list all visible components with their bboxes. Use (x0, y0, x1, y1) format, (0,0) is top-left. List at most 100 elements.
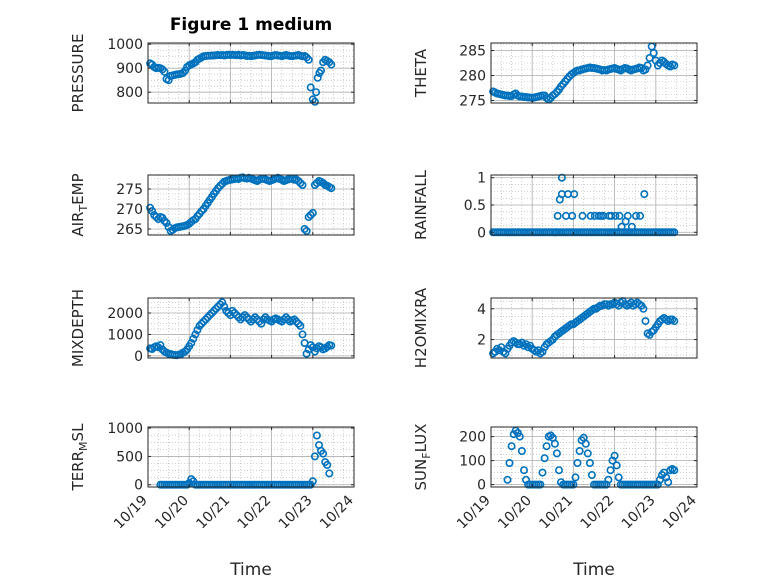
axes-box-terr_msl (147, 426, 355, 488)
data-point (212, 304, 221, 313)
data-point (310, 181, 319, 190)
data-point (670, 61, 679, 70)
tick-marks-pressure (147, 43, 355, 103)
panel-rainfall: 0 0.5 1 RAINFALL (412, 169, 698, 241)
data-point (604, 475, 613, 484)
y-axis-label-mixdepth: MIXDEPTH (69, 289, 87, 367)
y-axis-label-terr_msl: TERRMSL (69, 423, 90, 492)
axes-box-h2omixra (490, 297, 698, 359)
data-point (164, 76, 173, 85)
series-mixdepth (146, 298, 336, 360)
y-axis-label-air_temp: AIRTEMP (69, 173, 90, 236)
data-point (306, 211, 315, 220)
y-tick-label: 900 (116, 61, 143, 77)
data-point (503, 475, 512, 484)
data-point (585, 458, 594, 467)
data-point (664, 478, 673, 487)
data-point (649, 48, 658, 57)
data-point (586, 211, 595, 220)
data-point (298, 181, 307, 190)
tick-marks-h2omixra (490, 298, 698, 358)
data-point (640, 190, 649, 199)
data-point (612, 461, 621, 470)
data-point (670, 317, 679, 326)
data-point (607, 211, 616, 220)
axes-box-pressure (147, 42, 355, 104)
y-tick-label: 0 (134, 349, 143, 365)
data-point (319, 449, 328, 458)
data-point (623, 211, 632, 220)
series-terr_msl (156, 431, 334, 489)
data-point (189, 334, 198, 343)
y-tick-label: 1000 (107, 421, 143, 437)
x-tick-label: 10/23 (276, 493, 316, 533)
y-tick-label: 0.5 (464, 198, 486, 214)
y-tick-label: 2000 (107, 306, 143, 322)
y-tick-label: 200 (459, 430, 486, 446)
data-point (505, 458, 514, 467)
data-point (610, 451, 619, 460)
data-point (207, 308, 216, 317)
data-point (162, 219, 171, 228)
data-point (581, 439, 590, 448)
data-point (641, 65, 650, 74)
data-point (325, 469, 334, 478)
data-point (257, 319, 266, 328)
data-point (197, 207, 206, 216)
data-point (292, 317, 301, 326)
data-point (542, 442, 551, 451)
panel-terr_msl: 0 500 1000 10/19 10/20 10/21 10/22 10/23 10/24 TE… (69, 421, 357, 532)
data-point (670, 466, 679, 475)
x-tick-label: 10/24 (317, 492, 357, 532)
y-tick-label: 270 (116, 202, 143, 218)
x-tick-label: 10/21 (193, 493, 233, 533)
data-point (240, 311, 249, 320)
data-point (540, 454, 549, 463)
y-axis-label-sun_flux: SUNFLUX (412, 424, 433, 491)
data-point (154, 343, 163, 352)
data-point (570, 190, 579, 199)
data-point (606, 466, 615, 475)
data-point (327, 341, 336, 350)
y-axis-label-h2omixra: H2OMIXRA (412, 287, 430, 368)
data-point (627, 222, 636, 231)
y-tick-label: 500 (116, 449, 143, 465)
data-point (199, 317, 208, 326)
tick-marks-rainfall (490, 175, 698, 235)
data-point (323, 460, 332, 469)
y-axis-label-pressure: PRESSURE (69, 34, 87, 113)
figure-title: Figure 1 medium (170, 15, 332, 35)
data-point (615, 211, 624, 220)
data-point (316, 66, 325, 75)
data-point (216, 300, 225, 309)
data-point (304, 213, 313, 222)
data-point (205, 311, 214, 320)
x-tick-label: 10/23 (619, 493, 659, 533)
y-tick-label: 1000 (107, 37, 143, 53)
data-point (550, 439, 559, 448)
data-point (251, 313, 260, 322)
data-point (568, 211, 577, 220)
data-point (148, 207, 157, 216)
y-tick-label: 280 (459, 69, 486, 85)
major-grid-rainfall (490, 175, 698, 235)
tick-marks-theta (490, 43, 698, 103)
panel-pressure: 800 900 1000 PRESSURE (69, 34, 355, 113)
data-point (553, 211, 562, 220)
data-point (569, 480, 578, 489)
data-point (216, 181, 225, 190)
data-point (302, 227, 311, 236)
data-point (312, 431, 321, 440)
axes-box-theta (490, 42, 698, 104)
data-point (666, 62, 675, 71)
y-tick-label: 275 (459, 94, 486, 110)
y-tick-label: 0 (134, 478, 143, 494)
y-tick-label: 285 (459, 44, 486, 60)
data-point (641, 317, 650, 326)
series-air_temp (146, 173, 336, 236)
data-point (195, 321, 204, 330)
x-tick-label: 10/24 (660, 492, 700, 532)
data-point (310, 97, 319, 106)
data-point (587, 470, 596, 479)
data-point (583, 449, 592, 458)
